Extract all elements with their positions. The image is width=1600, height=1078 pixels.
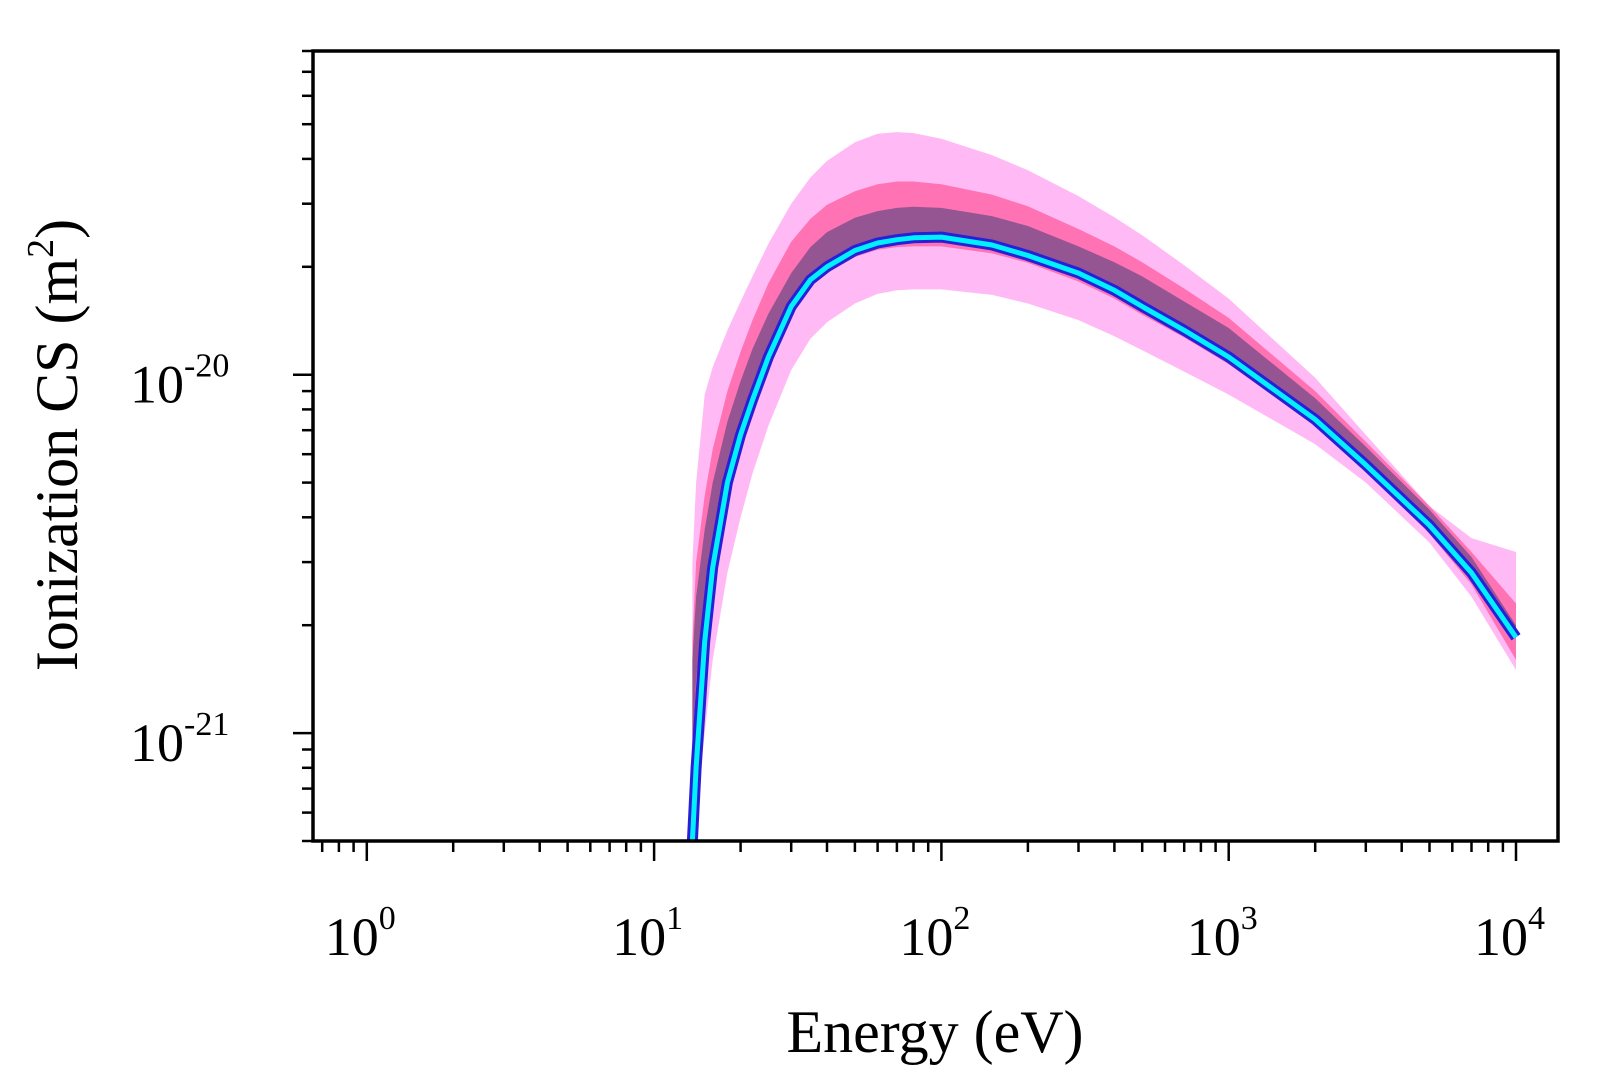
y-axis-title: Ionization CS (m2): [20, 219, 90, 671]
mean-series: [686, 231, 1521, 842]
x-tick-label-0: 100: [325, 900, 396, 967]
plot-frame: [311, 49, 1560, 843]
x-tick-label-2: 102: [899, 900, 970, 967]
y-tick-label-1: 10-20: [130, 348, 229, 415]
x-tick-label-4: 104: [1474, 900, 1545, 967]
uncertainty-bands: [692, 132, 1516, 842]
axis-ticks: [293, 49, 1518, 861]
y-tick-label-0: 10-21: [130, 706, 229, 773]
x-tick-label-1: 101: [612, 900, 683, 967]
x-axis-title: Energy (eV): [786, 999, 1083, 1065]
x-tick-label-3: 103: [1187, 900, 1258, 967]
mean-line: [689, 234, 1519, 842]
